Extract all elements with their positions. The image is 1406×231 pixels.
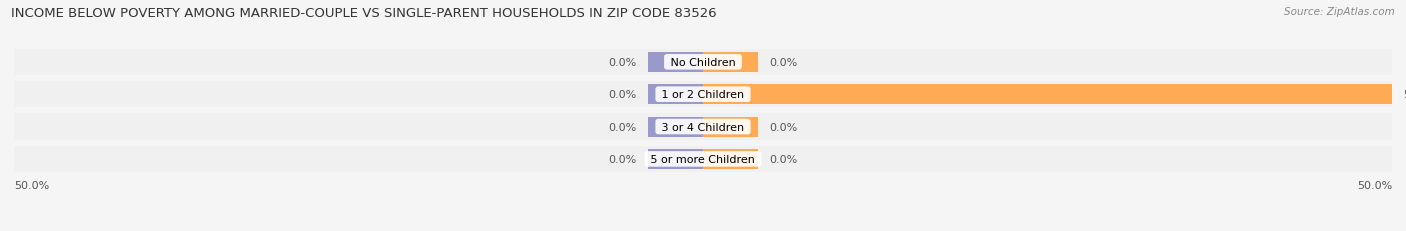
Bar (703, 52, 758, 73)
Bar (14, 82, 1392, 108)
Bar (648, 85, 703, 105)
Text: 0.0%: 0.0% (609, 122, 637, 132)
Text: 50.0%: 50.0% (14, 180, 49, 190)
Bar (648, 52, 703, 73)
Text: 0.0%: 0.0% (769, 154, 797, 164)
Text: 5 or more Children: 5 or more Children (647, 154, 759, 164)
Text: 50.0%: 50.0% (1403, 90, 1406, 100)
Text: Source: ZipAtlas.com: Source: ZipAtlas.com (1284, 7, 1395, 17)
Text: 0.0%: 0.0% (769, 58, 797, 67)
Text: 0.0%: 0.0% (769, 122, 797, 132)
Text: No Children: No Children (666, 58, 740, 67)
Text: 0.0%: 0.0% (609, 58, 637, 67)
Bar (703, 85, 1392, 105)
Bar (648, 117, 703, 137)
Text: 50.0%: 50.0% (1357, 180, 1392, 190)
Bar (14, 49, 1392, 76)
Bar (14, 114, 1392, 140)
Text: INCOME BELOW POVERTY AMONG MARRIED-COUPLE VS SINGLE-PARENT HOUSEHOLDS IN ZIP COD: INCOME BELOW POVERTY AMONG MARRIED-COUPL… (11, 7, 717, 20)
Text: 1 or 2 Children: 1 or 2 Children (658, 90, 748, 100)
Text: 0.0%: 0.0% (609, 154, 637, 164)
Bar (703, 117, 758, 137)
Bar (703, 149, 758, 169)
Text: 0.0%: 0.0% (609, 90, 637, 100)
Text: 3 or 4 Children: 3 or 4 Children (658, 122, 748, 132)
Bar (14, 146, 1392, 173)
Bar (648, 149, 703, 169)
